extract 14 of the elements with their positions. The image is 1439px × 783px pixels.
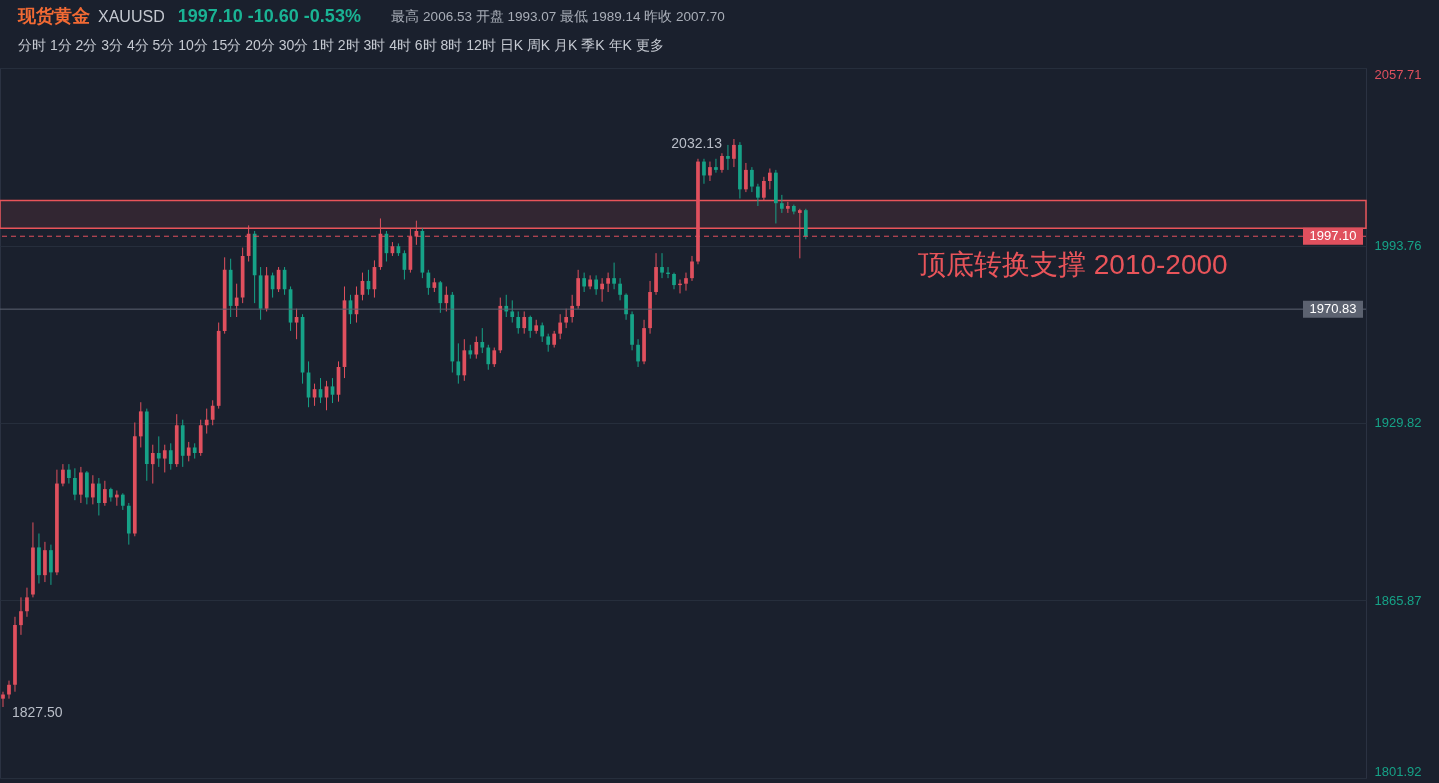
y-tick-label: 1865.87: [1374, 592, 1422, 608]
y-tick-label: 1993.76: [1374, 238, 1422, 254]
y-tick-label: 1929.82: [1374, 415, 1422, 431]
chart-title: 现货黄金 XAUUSD: [17, 6, 165, 26]
y-tick-label: 1801.92: [1374, 763, 1422, 779]
y-tick-label: 2057.71: [1374, 66, 1422, 82]
text: 最高 2006.53 开盘 1993.07 最低 1989.14 昨收 2007.70: [391, 9, 725, 24]
text: 分时 1分 2分 3分 4分 5分 10分 15分 20分 30分 1时 2时 3时 4时 6时 8时 12时 日K 周K 月K 季K 年K 更多: [18, 37, 664, 53]
chart-subtitle: 1997.10 -10.60 -0.53%: [177, 6, 361, 26]
ref-line-label: 1997.10: [1309, 228, 1357, 244]
annotation: 1827.50: [12, 704, 63, 720]
annotation: 2032.13: [671, 135, 723, 151]
band-label: 顶底转换支撑 2010-2000: [917, 249, 1228, 281]
ref-line-label: 1970.83: [1309, 301, 1357, 317]
